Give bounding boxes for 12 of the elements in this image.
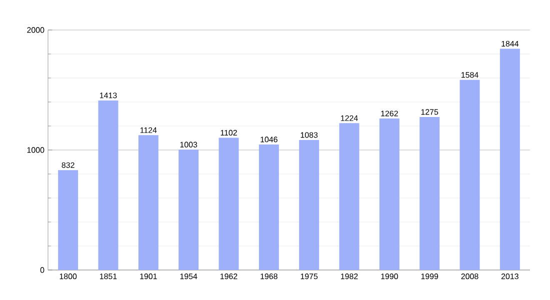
bar xyxy=(58,170,78,270)
bar xyxy=(258,144,279,270)
bar xyxy=(98,100,118,270)
bar xyxy=(339,123,360,270)
bar xyxy=(420,117,440,270)
bar xyxy=(500,48,520,270)
bar xyxy=(460,80,480,270)
bar xyxy=(299,140,320,270)
bar xyxy=(178,150,199,270)
bar xyxy=(379,118,400,270)
bar xyxy=(218,138,239,270)
bar xyxy=(138,135,158,270)
